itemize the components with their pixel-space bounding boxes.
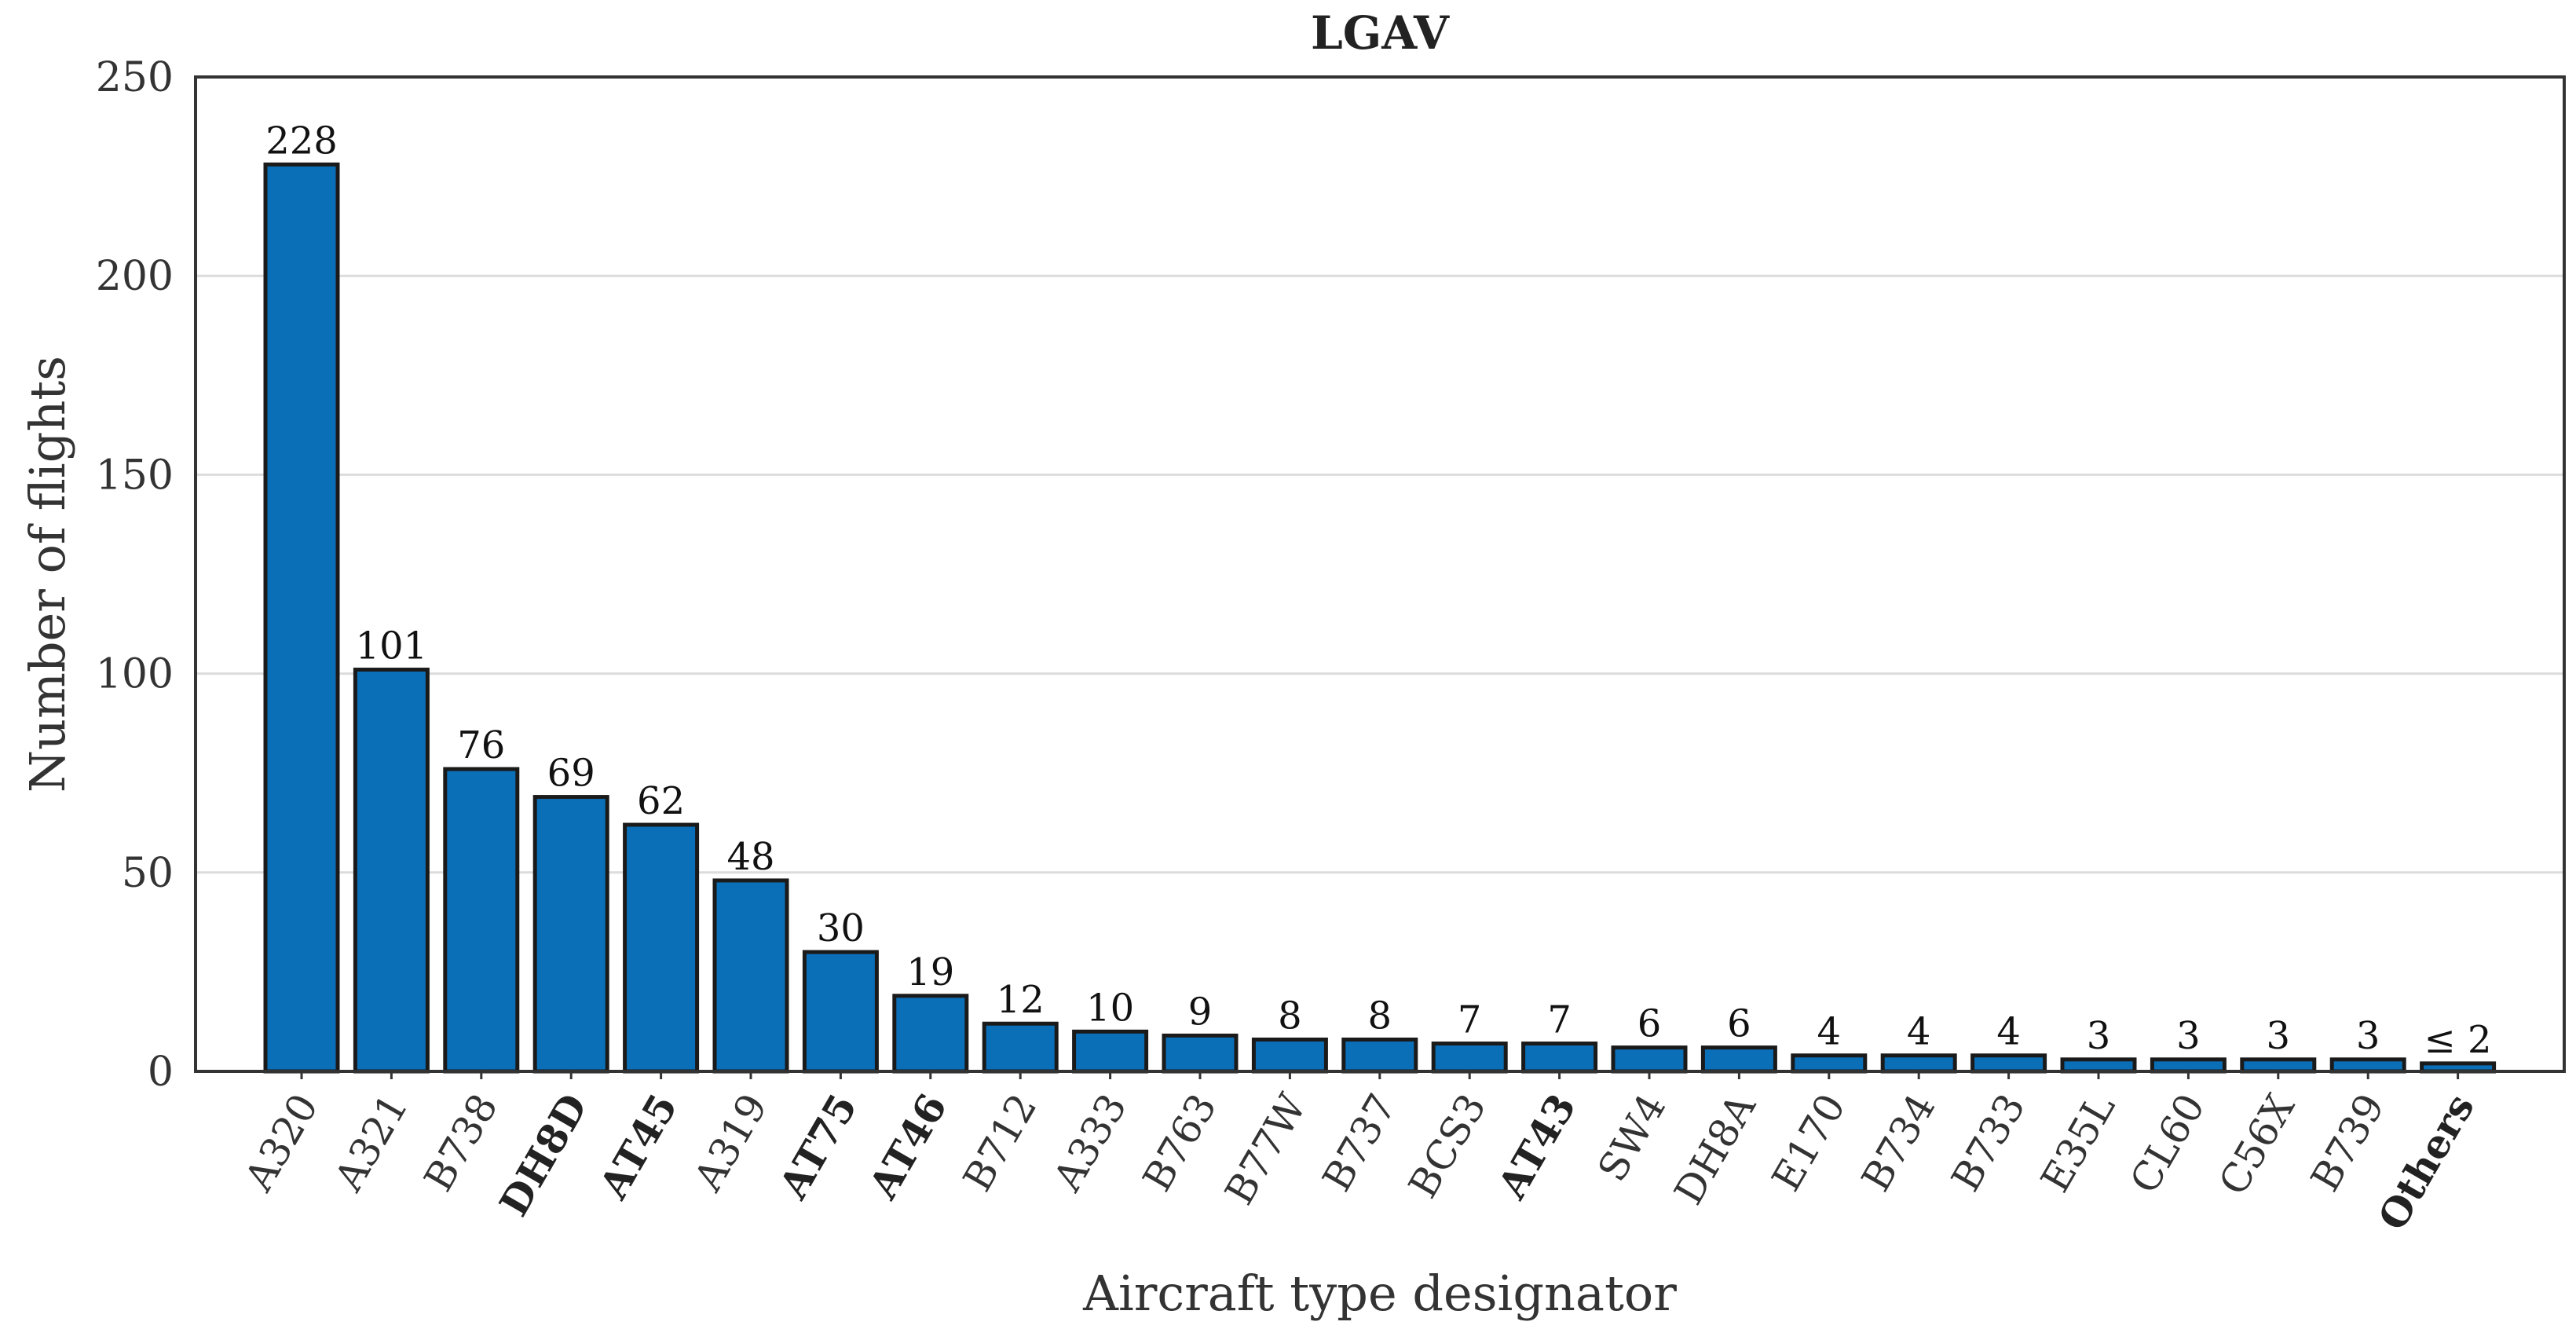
bar-b739 <box>2329 1057 2406 1074</box>
bar-a333 <box>1072 1029 1149 1074</box>
bar-a321 <box>353 668 430 1074</box>
x-tick-label-b77w: B77W <box>1217 1086 1315 1212</box>
bar-at75 <box>802 950 879 1074</box>
data-label-b738: 76 <box>457 723 505 767</box>
x-tick-label-at75: AT75 <box>770 1086 866 1207</box>
bars <box>263 162 2497 1074</box>
data-label-dh8d: 69 <box>547 752 595 796</box>
x-tick-label-bcs3: BCS3 <box>1400 1086 1495 1206</box>
x-tick-label-c56x: C56X <box>2210 1086 2303 1203</box>
bar-a319 <box>712 878 789 1074</box>
grid-lines <box>196 274 2564 874</box>
x-axis-label: Aircraft type designator <box>1082 1265 1677 1322</box>
bar-at43 <box>1521 1042 1598 1074</box>
data-label-others: ≤ 2 <box>2424 1018 2492 1062</box>
x-tick-label-b712: B712 <box>954 1086 1045 1199</box>
data-label-at45: 62 <box>637 779 685 823</box>
data-label-b712: 12 <box>997 978 1045 1022</box>
data-label-at46: 19 <box>906 950 954 994</box>
x-tick-label-at45: AT45 <box>590 1086 686 1207</box>
data-label-b734: 4 <box>1907 1010 1931 1054</box>
data-label-at75: 30 <box>817 906 865 950</box>
bar-e170 <box>1791 1053 1868 1074</box>
y-tick-label: 50 <box>122 850 174 897</box>
bar-b763 <box>1162 1033 1239 1074</box>
x-tick-label-b734: B734 <box>1853 1086 1944 1199</box>
bar-dh8a <box>1700 1045 1777 1074</box>
y-tick-label: 250 <box>96 54 174 101</box>
data-label-sw4: 6 <box>1637 1002 1662 1046</box>
bar-cl60 <box>2150 1057 2227 1074</box>
bar-b738 <box>443 767 520 1074</box>
x-tick-label-cl60: CL60 <box>2121 1086 2214 1201</box>
data-label-a333: 10 <box>1086 986 1134 1030</box>
data-label-e170: 4 <box>1817 1010 1842 1054</box>
bar-c56x <box>2240 1057 2317 1074</box>
y-tick-label: 150 <box>96 452 174 499</box>
data-label-a321: 101 <box>356 624 428 668</box>
bar-a320 <box>263 162 340 1074</box>
bar-sw4 <box>1611 1045 1688 1074</box>
bar-b734 <box>1880 1053 1957 1074</box>
chart-title: LGAV <box>1311 6 1450 60</box>
data-label-b733: 4 <box>1996 1010 2021 1054</box>
x-tick-label-b763: B763 <box>1134 1086 1225 1199</box>
data-label-b737: 8 <box>1368 994 1392 1038</box>
y-axis-label: Number of flights <box>19 356 76 793</box>
data-label-b763: 9 <box>1188 990 1213 1034</box>
x-tick-label-at43: AT43 <box>1488 1086 1585 1207</box>
y-tick-label: 200 <box>96 253 174 300</box>
x-tick-label-b739: B739 <box>2302 1086 2393 1199</box>
x-tick-label-e170: E170 <box>1763 1086 1854 1199</box>
bar-b733 <box>1970 1053 2047 1074</box>
data-label-e35l: 3 <box>2087 1014 2111 1058</box>
x-tick-label-dh8d: DH8D <box>490 1086 596 1225</box>
bar-at45 <box>623 822 700 1074</box>
x-tick-label-b733: B733 <box>1943 1086 2034 1199</box>
bar-dh8d <box>532 795 609 1074</box>
data-label-at43: 7 <box>1547 998 1572 1042</box>
x-tick-label-a333: A333 <box>1044 1086 1136 1199</box>
x-tick-label-e35l: E35L <box>2032 1086 2124 1199</box>
bar-b77w <box>1251 1037 1328 1074</box>
x-tick-label-a321: A321 <box>325 1086 417 1199</box>
bar-bcs3 <box>1431 1042 1508 1074</box>
data-label-bcs3: 7 <box>1458 998 1482 1042</box>
data-label-c56x: 3 <box>2267 1014 2291 1058</box>
x-tick-label-b737: B737 <box>1314 1086 1405 1199</box>
bar-b712 <box>982 1021 1059 1074</box>
x-tick-label-sw4: SW4 <box>1589 1086 1674 1189</box>
x-tick-label-at46: AT46 <box>859 1086 956 1207</box>
data-label-cl60: 3 <box>2176 1014 2201 1058</box>
x-tick-label-dh8a: DH8A <box>1666 1086 1765 1212</box>
bar-b737 <box>1341 1037 1418 1074</box>
data-label-a320: 228 <box>265 119 338 163</box>
bar-at46 <box>892 994 969 1074</box>
data-label-b77w: 8 <box>1278 994 1302 1038</box>
data-label-dh8a: 6 <box>1727 1002 1751 1046</box>
x-tick-label-a320: A320 <box>236 1086 327 1199</box>
y-axis: 0 50 100 150 200 250 <box>96 54 174 1096</box>
bar-e35l <box>2060 1057 2137 1074</box>
data-label-b739: 3 <box>2356 1014 2380 1058</box>
x-axis: A320A321B738DH8DAT45A319AT75AT46B712A333… <box>236 1071 2483 1238</box>
x-tick-label-b738: B738 <box>415 1086 507 1199</box>
y-tick-label: 100 <box>96 651 174 698</box>
y-tick-label: 0 <box>148 1049 174 1096</box>
data-label-a319: 48 <box>726 835 774 879</box>
x-tick-label-a319: A319 <box>685 1086 777 1199</box>
